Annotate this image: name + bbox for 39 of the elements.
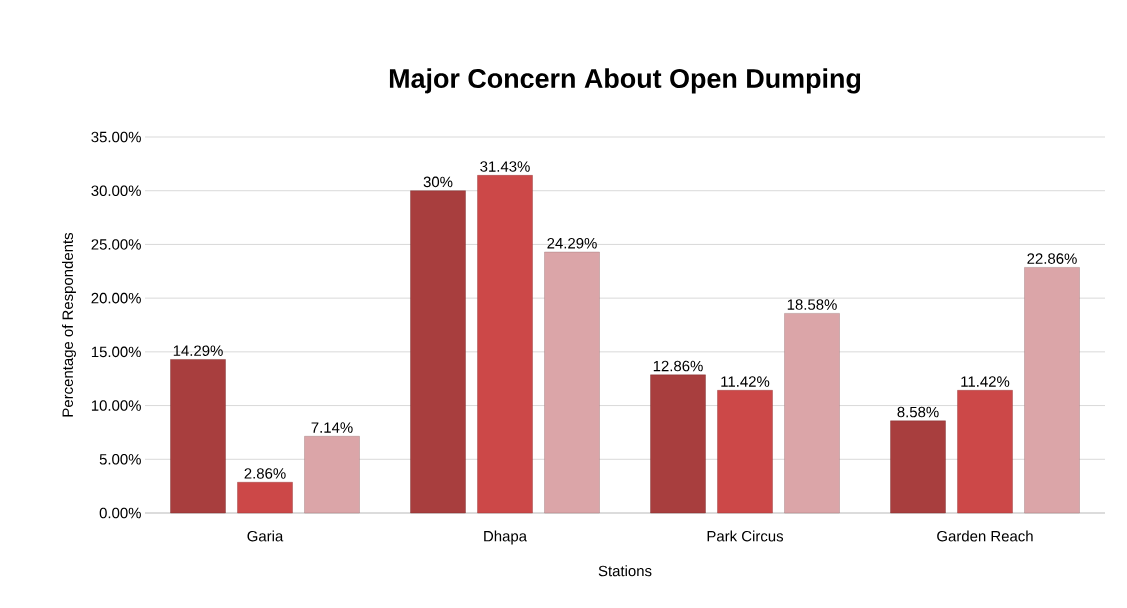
bar [544,251,600,514]
y-tick-label: 20.00% [91,292,141,304]
y-tick-label: 35.00% [91,131,141,143]
bar [410,190,466,514]
data-label: 24.29% [547,237,597,249]
y-tick-label: 25.00% [91,239,141,250]
bar [957,390,1013,514]
data-label: 11.42% [961,376,1010,387]
y-tick-label: 10.00% [91,400,141,411]
bar [304,436,360,514]
bar [170,359,226,514]
y-tick-label: 15.00% [91,346,141,358]
bar [650,374,706,514]
chart-title: Major Concern About Open Dumping [389,68,861,94]
x-tick-label: Dhapa [484,530,528,545]
data-label: 14.29% [173,345,223,356]
y-tick-label: 30.00% [91,185,141,196]
bar [237,482,293,514]
data-label: 22.86% [1027,253,1077,264]
data-label: 30% [423,176,453,188]
x-tick-label: Garia [247,530,284,542]
data-label: 12.86% [653,360,703,372]
data-label: 31.43% [480,161,530,172]
data-label: 18.58% [787,299,837,310]
bar [890,420,946,514]
bar [1024,267,1080,514]
y-axis-title: Percentage of Respondents [62,232,76,417]
data-label: 11.42% [721,376,770,387]
data-label: 8.58% [897,406,939,418]
data-label: 2.86% [244,468,286,479]
y-tick-label: 0.00% [99,507,141,519]
bar [784,313,840,514]
bar [477,175,533,514]
x-tick-label: Garden Reach [937,530,1033,542]
x-axis-title: Stations [598,565,652,577]
y-tick-label: 5.00% [99,453,141,465]
bar [717,390,773,514]
data-label: 7.14% [311,422,353,433]
x-tick-label: Park Circus [707,530,784,542]
